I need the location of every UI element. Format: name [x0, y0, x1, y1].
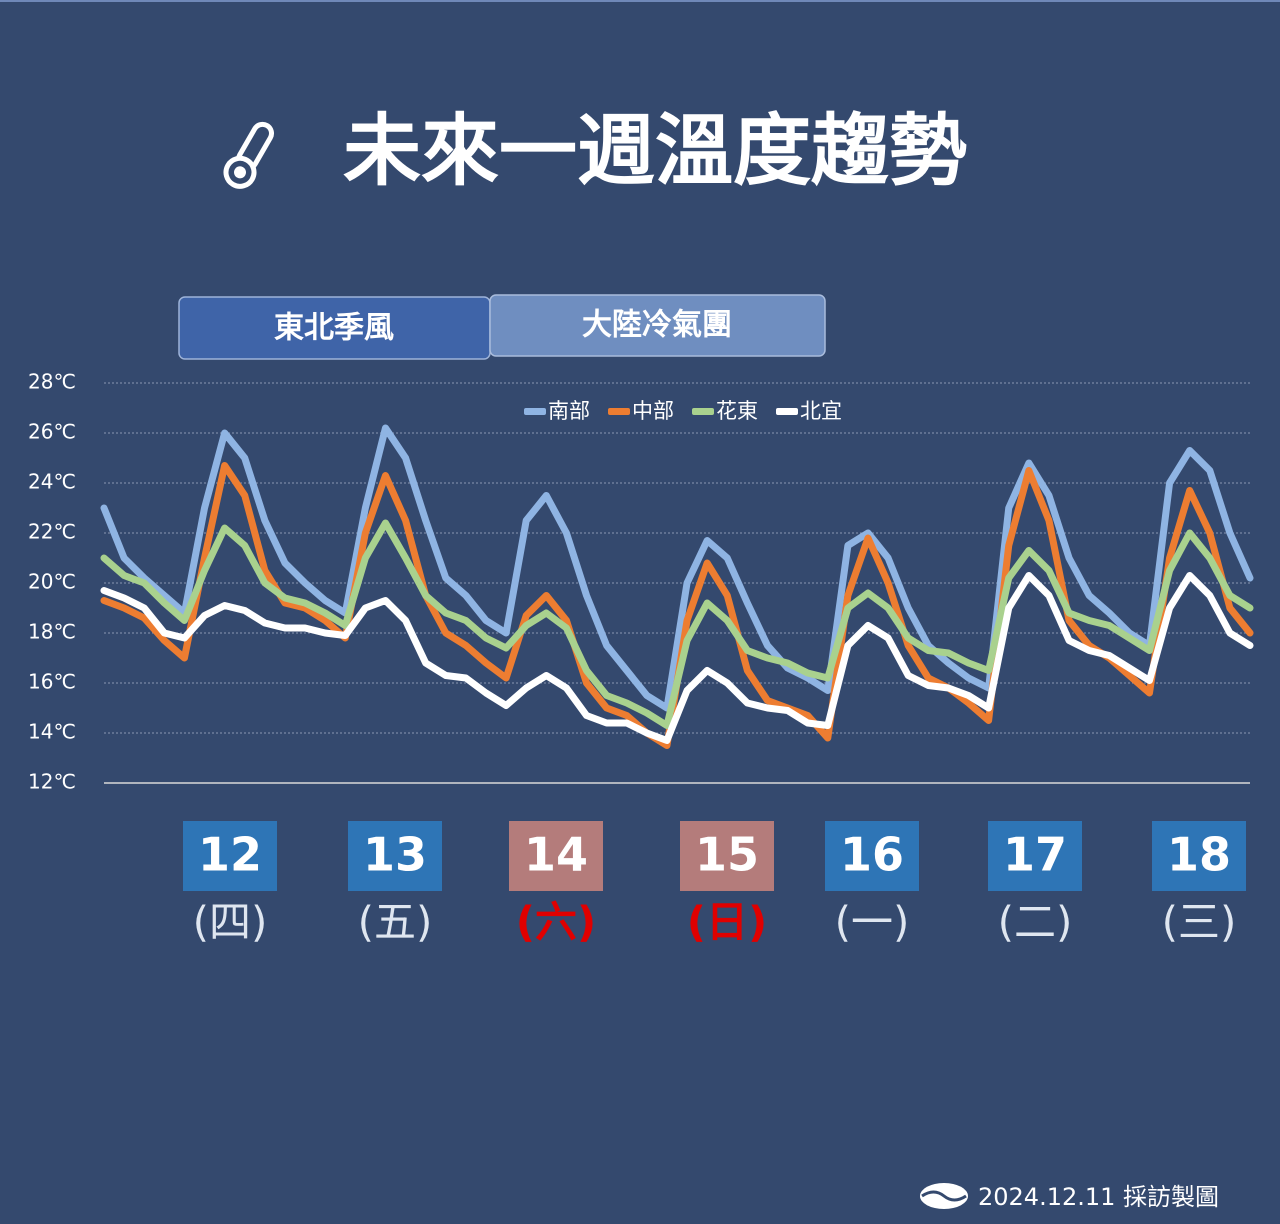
y-tick-label: 26℃ — [28, 420, 76, 444]
period-tab — [489, 294, 826, 357]
legend-label: 花東 — [716, 399, 758, 423]
day-weekday: (四) — [193, 898, 268, 947]
day-box — [509, 821, 603, 891]
period-label: 東北季風 — [274, 311, 394, 346]
day-weekday: (日) — [687, 898, 767, 947]
series-line — [100, 519, 1254, 729]
day-weekday: (五) — [358, 898, 433, 947]
period-label: 大陸冷氣團 — [582, 308, 732, 343]
y-tick-label: 24℃ — [28, 470, 76, 494]
day-date: 13 — [363, 828, 427, 882]
legend-swatch — [608, 408, 630, 415]
day-box — [825, 821, 919, 891]
series-line — [100, 424, 1254, 712]
footer-logo — [920, 1183, 968, 1209]
day-weekday: (三) — [1162, 898, 1237, 947]
y-tick-label: 14℃ — [28, 720, 76, 744]
legend-swatch — [776, 408, 798, 415]
title: 未來一週溫度趨勢 — [343, 106, 967, 196]
legend-swatch — [524, 408, 546, 415]
day-box — [348, 821, 442, 891]
day-date: 17 — [1003, 828, 1067, 882]
day-box — [680, 821, 774, 891]
y-tick-label: 28℃ — [28, 370, 76, 394]
day-weekday: (一) — [835, 898, 910, 947]
legend-swatch — [692, 408, 714, 415]
day-weekday: (二) — [998, 898, 1073, 947]
y-tick-label: 16℃ — [28, 670, 76, 694]
day-box — [1152, 821, 1246, 891]
y-tick-label: 20℃ — [28, 570, 76, 594]
series-line — [100, 572, 1254, 744]
day-date: 12 — [198, 828, 262, 882]
day-date: 18 — [1167, 828, 1231, 882]
day-weekday: (六) — [516, 898, 596, 947]
footer: 2024.12.11 採訪製圖 — [978, 1183, 1219, 1211]
thermometer-icon — [223, 121, 274, 189]
legend-label: 南部 — [548, 399, 590, 423]
y-tick-label: 18℃ — [28, 620, 76, 644]
y-tick-label: 22℃ — [28, 520, 76, 544]
day-date: 15 — [695, 828, 759, 882]
day-date: 16 — [840, 828, 904, 882]
y-tick-label: 12℃ — [28, 770, 76, 794]
legend-label: 中部 — [632, 399, 674, 423]
day-box — [988, 821, 1082, 891]
day-date: 14 — [524, 828, 588, 882]
day-box — [183, 821, 277, 891]
legend-label: 北宜 — [800, 399, 842, 423]
